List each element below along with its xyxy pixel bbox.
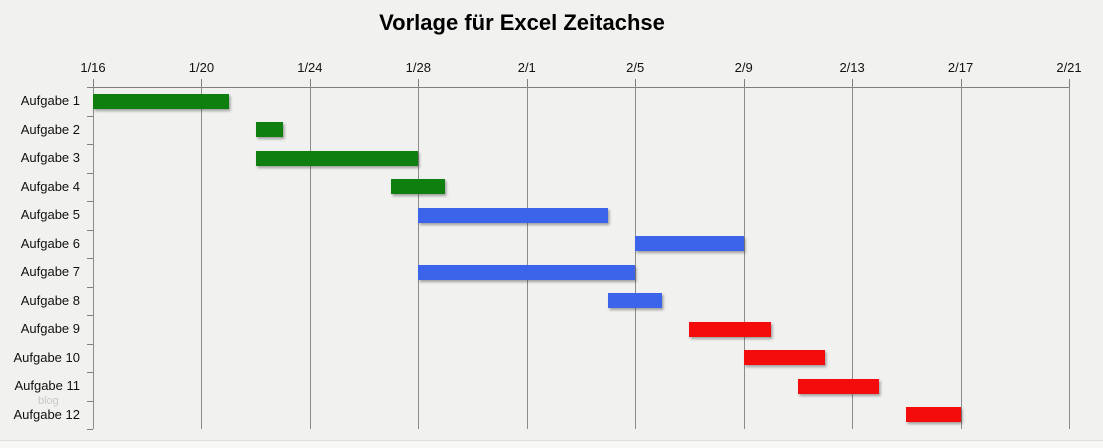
x-gridline	[201, 87, 203, 429]
x-axis-date-label: 2/5	[626, 60, 645, 75]
task-label: Aufgabe 11	[14, 378, 80, 394]
y-axis-tick	[87, 258, 93, 259]
task-bar-red	[797, 378, 880, 394]
y-axis-tick	[87, 343, 93, 345]
y-axis-tick	[87, 429, 93, 430]
x-gridline	[93, 87, 94, 429]
y-axis-tick	[87, 201, 93, 202]
task-bar-red	[743, 350, 825, 366]
x-axis-tick	[743, 79, 745, 87]
task-bar-green	[93, 93, 229, 109]
task-bar-red	[906, 407, 961, 423]
y-axis-tick	[87, 400, 93, 402]
x-axis-date-label: 2/21	[1056, 60, 1082, 75]
x-axis-tick	[201, 79, 203, 87]
task-label: Aufgabe 3	[20, 150, 80, 166]
task-label: Aufgabe 5	[20, 207, 80, 223]
task-label: Aufgabe 7	[20, 264, 80, 280]
task-bar-red	[689, 321, 771, 337]
x-axis-tick	[635, 79, 637, 87]
x-axis-tick	[309, 79, 311, 87]
x-axis-tick	[526, 79, 528, 87]
y-axis-tick	[87, 144, 93, 145]
x-axis-date-label: 1/24	[297, 60, 323, 75]
task-label: Aufgabe 1	[20, 93, 80, 109]
x-gridline	[526, 87, 528, 429]
x-axis-date-label: 2/1	[517, 60, 536, 75]
task-bar-blue	[635, 236, 744, 252]
x-axis-tick	[960, 79, 962, 87]
x-axis-date-label: 2/17	[947, 60, 974, 75]
y-axis-tick	[87, 87, 93, 88]
task-label: Aufgabe 4	[20, 178, 80, 194]
x-axis-tick	[1069, 79, 1070, 87]
y-axis-tick	[87, 372, 93, 373]
x-axis-tick	[852, 79, 854, 87]
watermark-text: blog	[38, 395, 59, 407]
y-axis-tick	[87, 315, 93, 316]
task-bar-blue	[608, 293, 663, 309]
y-axis-tick	[87, 115, 93, 117]
y-axis-tick	[87, 229, 93, 231]
x-gridline	[960, 87, 962, 429]
x-gridline	[635, 87, 637, 429]
task-label: Aufgabe 6	[20, 235, 80, 251]
task-bar-blue	[418, 264, 636, 280]
task-label: Aufgabe 8	[20, 292, 80, 308]
task-label: Aufgabe 9	[20, 321, 80, 337]
task-bar-green	[255, 122, 283, 138]
y-axis-tick	[87, 286, 93, 288]
x-axis-date-label: 2/9	[734, 60, 753, 75]
x-axis-date-label: 1/28	[405, 60, 431, 75]
x-axis-date-label: 1/20	[188, 60, 215, 75]
x-gridline	[852, 87, 854, 429]
x-axis-tick	[418, 79, 420, 87]
task-label: Aufgabe 2	[20, 121, 80, 137]
x-gridline	[743, 87, 745, 429]
window-bottom-edge	[0, 440, 1103, 448]
task-bar-green	[255, 150, 419, 166]
task-label: Aufgabe 10	[13, 349, 80, 365]
x-axis-line	[93, 87, 1070, 88]
x-axis-date-label: 1/16	[80, 60, 106, 75]
x-axis-tick	[93, 79, 94, 87]
task-bar-green	[391, 179, 446, 195]
y-axis-tick	[87, 172, 93, 174]
chart-title: Vorlage für Excel Zeitachse	[379, 10, 665, 35]
x-gridline	[309, 87, 311, 429]
task-label: Aufgabe 12	[13, 406, 80, 422]
x-gridline	[1069, 87, 1070, 429]
task-bar-blue	[418, 207, 609, 223]
x-gridline	[418, 87, 420, 429]
x-axis-date-label: 2/13	[839, 60, 865, 75]
